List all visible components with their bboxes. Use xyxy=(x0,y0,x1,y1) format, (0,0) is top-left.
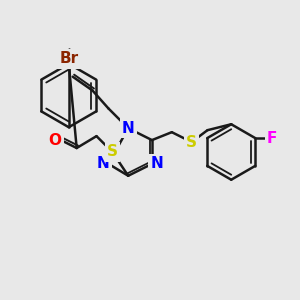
Text: F: F xyxy=(267,130,277,146)
Text: O: O xyxy=(48,133,62,148)
Text: N: N xyxy=(151,156,163,171)
Text: N: N xyxy=(122,121,135,136)
Text: S: S xyxy=(186,135,197,150)
Text: Br: Br xyxy=(59,51,78,66)
Text: S: S xyxy=(107,145,118,160)
Text: N: N xyxy=(97,156,110,171)
